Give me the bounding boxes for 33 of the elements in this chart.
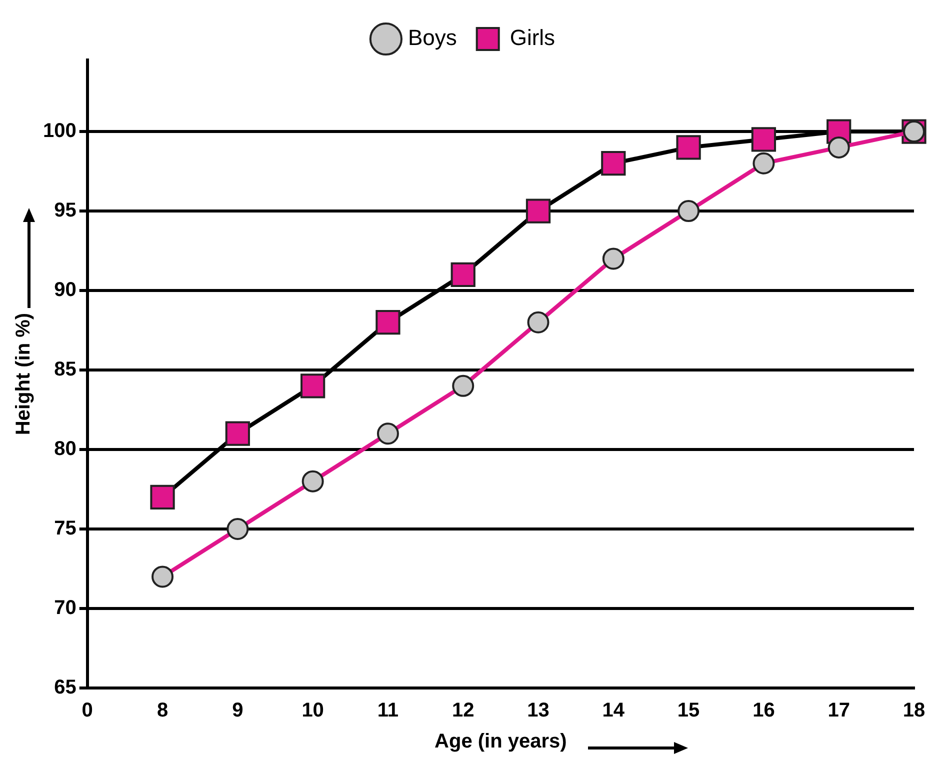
y-tick-label: 80 — [54, 438, 76, 460]
y-tick-label: 75 — [54, 518, 76, 540]
legend-label: Girls — [510, 25, 556, 50]
point — [676, 135, 701, 160]
x-tick-label: 17 — [828, 700, 850, 722]
x-tick-label: 16 — [752, 700, 775, 722]
x-axis-title: Age (in years) — [434, 730, 567, 753]
x-tick-label: 18 — [902, 700, 926, 722]
x-tick-label: 12 — [452, 700, 474, 722]
point — [526, 198, 551, 224]
y-tick-label: 65 — [54, 676, 76, 699]
x-tick-label: 8 — [156, 700, 168, 722]
y-tick-label: 100 — [42, 120, 76, 142]
point — [225, 421, 250, 446]
x-tick-label: 11 — [377, 700, 399, 722]
point — [376, 310, 400, 335]
point — [450, 262, 476, 287]
y-axis-title: Height (in %) — [12, 312, 35, 436]
y-tick-label: 70 — [54, 597, 76, 620]
point — [751, 127, 776, 152]
y-tick-label: 85 — [54, 358, 76, 381]
x-tick-label: 13 — [527, 700, 550, 722]
y-tick-label: 95 — [54, 200, 76, 222]
x-tick-label: 10 — [302, 700, 324, 722]
y-tick-label: 90 — [54, 279, 76, 302]
x-tick-label: 15 — [677, 700, 700, 722]
x-tick-label: 9 — [232, 700, 244, 722]
point — [300, 374, 326, 398]
point — [601, 151, 626, 176]
point — [150, 484, 175, 510]
legend-label: Boys — [408, 25, 457, 50]
x-tick-label: 14 — [602, 700, 626, 722]
x-tick-label: 0 — [82, 700, 93, 722]
